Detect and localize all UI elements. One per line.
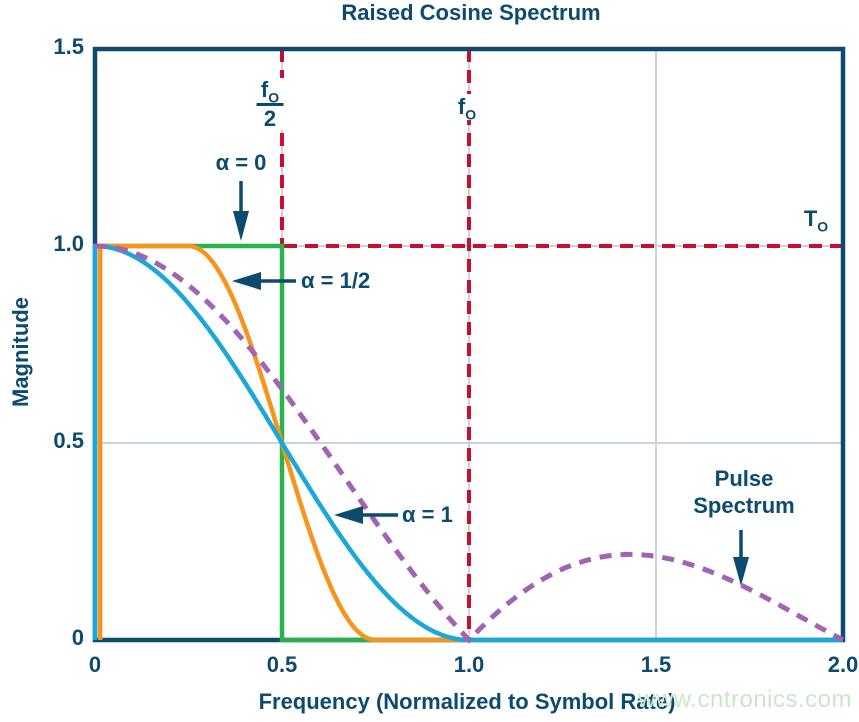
- fo-over-2-numerator: fO: [260, 77, 280, 106]
- annotation-pulse-spectrum: Pulse Spectrum: [693, 466, 795, 518]
- chart-title: Raised Cosine Spectrum: [341, 0, 601, 25]
- alpha-0-arrow-icon: [233, 181, 249, 241]
- pulse-spectrum-arrow-icon: [733, 530, 749, 586]
- fo-over-2-denominator: 2: [263, 106, 277, 132]
- annotation-fo: fO: [450, 94, 484, 121]
- x-tick-0: 0: [88, 652, 102, 677]
- watermark: www.cntronics.com: [638, 686, 852, 713]
- x-tick-2.0: 2.0: [827, 652, 859, 677]
- curve-alpha-1: [92, 243, 843, 643]
- annotation-alpha-0: α = 0: [215, 150, 267, 175]
- curve-pulse-spectrum: [95, 243, 845, 644]
- x-tick-0.5: 0.5: [266, 652, 298, 677]
- annotation-alpha-1: α = 1: [402, 502, 453, 527]
- x-tick-1.0: 1.0: [453, 652, 485, 677]
- annotation-alpha-half: α = 1/2: [301, 268, 371, 293]
- fraction-bar: [256, 103, 284, 107]
- x-tick-1.5: 1.5: [640, 652, 672, 677]
- y-tick-0: 0: [71, 625, 84, 650]
- x-axis-title: Frequency (Normalized to Symbol Rate): [258, 689, 676, 714]
- alpha-1-arrow-icon: [334, 506, 398, 524]
- annotation-to: TO: [803, 206, 829, 235]
- annotation-fo-over-2: fO 2: [250, 77, 290, 132]
- y-tick-0.5: 0.5: [53, 428, 84, 453]
- alpha-half-arrow-icon: [232, 272, 296, 290]
- y-tick-1.5: 1.5: [53, 34, 84, 59]
- y-tick-1.0: 1.0: [53, 231, 84, 256]
- y-axis-title: Magnitude: [8, 297, 33, 407]
